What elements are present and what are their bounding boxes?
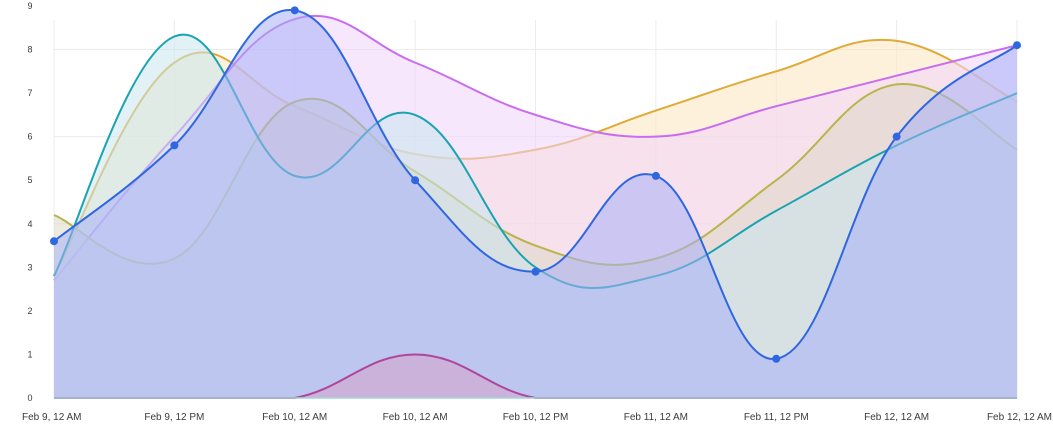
x-tick-label: Feb 12, 12 AM: [987, 412, 1052, 423]
series-layer: [53, 9, 1018, 400]
x-tick-label: Feb 11, 12 PM: [744, 412, 809, 423]
data-point[interactable]: [531, 267, 540, 276]
axis-layer: 0 1 2 3 4 5 6 7 8 9 Feb 9, 12 AM Feb 9, 12 PM Feb 10…: [22, 1, 1052, 423]
y-tick-label: 8: [27, 45, 32, 55]
y-tick-label: 0: [27, 393, 32, 403]
x-tick-label: Feb 12, 12 AM: [864, 412, 929, 423]
x-tick-label: Feb 10, 12 PM: [503, 412, 569, 423]
y-tick-label: 6: [27, 132, 32, 142]
x-tick-label: Feb 10, 12 AM: [262, 412, 327, 423]
y-tick-label: 4: [27, 219, 32, 229]
data-point[interactable]: [772, 354, 781, 363]
y-tick-label: 2: [27, 306, 32, 316]
y-tick-label: 3: [27, 262, 32, 272]
series-line-4: [53, 9, 1018, 360]
data-point[interactable]: [411, 176, 420, 185]
y-tick-label: 5: [27, 175, 32, 185]
y-tick-label: 7: [27, 88, 32, 98]
data-point[interactable]: [290, 6, 299, 15]
data-point[interactable]: [651, 171, 660, 180]
y-tick-label: 1: [27, 349, 32, 359]
x-tick-label: Feb 9, 12 AM: [22, 412, 81, 423]
data-point[interactable]: [50, 237, 58, 246]
data-point[interactable]: [170, 141, 179, 150]
series-line-3: [53, 33, 1018, 290]
x-tick-label: Feb 9, 12 PM: [144, 412, 204, 423]
data-point[interactable]: [1013, 41, 1021, 50]
points-layer: [50, 6, 1021, 363]
series-area-4: [54, 9, 1017, 398]
y-tick-label: 9: [27, 1, 32, 11]
x-tick-label: Feb 11, 12 AM: [624, 412, 688, 423]
data-point[interactable]: [892, 132, 901, 141]
x-tick-label: Feb 10, 12 AM: [383, 412, 448, 423]
